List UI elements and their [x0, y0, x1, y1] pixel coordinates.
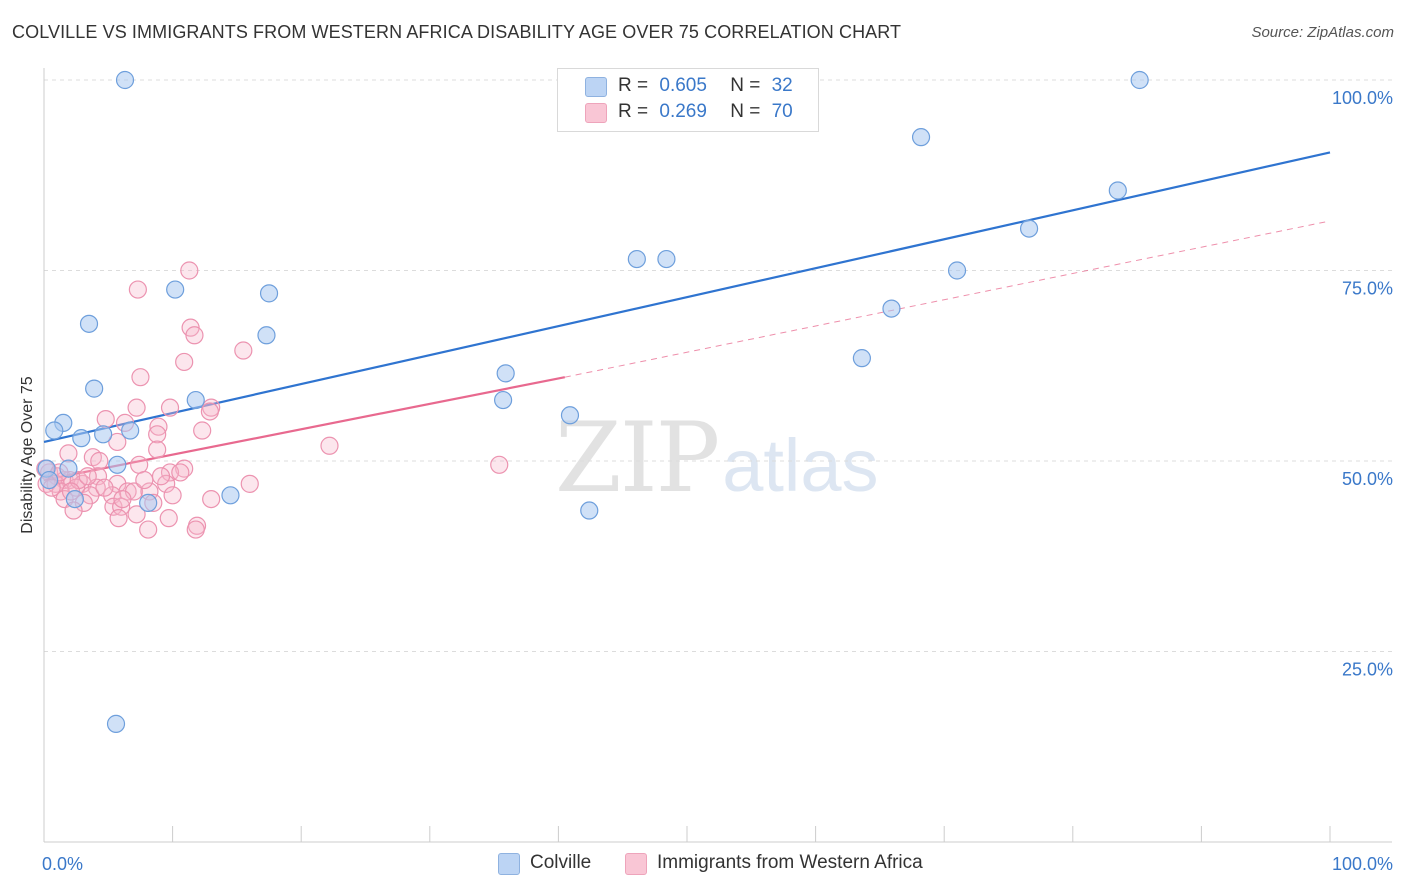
immigrants-point: [175, 352, 194, 372]
grid-layer: [44, 79, 1392, 652]
colville-point: [65, 490, 84, 509]
immigrants-point: [127, 505, 146, 524]
immigrants-point: [160, 398, 180, 417]
immigrants-point: [185, 326, 204, 345]
immigrants-point: [160, 463, 180, 482]
immigrants-point: [180, 261, 199, 280]
immigrants-point: [151, 467, 171, 486]
colville-point: [580, 501, 599, 520]
y-tick-label-100: 100.0%: [1332, 88, 1393, 108]
colville-point: [627, 249, 646, 269]
correlation-legend: R = 0.605 N = 32 R = 0.269 N = 70: [557, 68, 819, 132]
colville-point: [94, 425, 113, 444]
immigrants-point: [108, 432, 127, 452]
immigrants-point: [148, 425, 167, 444]
bottom-legend-label-immigrants: Immigrants from Western Africa: [657, 852, 923, 873]
y-tick-label-50: 50.0%: [1342, 469, 1393, 489]
immigrants-point: [320, 436, 339, 455]
legend-swatch-colville: [585, 77, 607, 97]
immigrants-point: [95, 478, 114, 497]
trendline-colville-solid: [43, 151, 1331, 444]
immigrants-point: [131, 368, 150, 387]
immigrants-point: [159, 509, 178, 528]
immigrants-point: [112, 497, 131, 516]
immigrants-point: [193, 421, 212, 440]
immigrants-point: [490, 455, 509, 474]
immigrants-point: [200, 402, 219, 421]
colville-point: [496, 364, 515, 383]
bottom-legend-swatch-immigrants: [625, 853, 647, 875]
colville-point: [106, 714, 126, 733]
colville-point: [257, 326, 276, 345]
trend-layer: [43, 151, 1331, 482]
labels-layer: 25.0% 50.0% 75.0% 100.0% 0.0% 100.0%: [42, 88, 1393, 874]
colville-point: [911, 128, 931, 147]
immigrants-point: [149, 417, 168, 436]
immigrants-point: [202, 490, 221, 509]
legend-r-value-colville: 0.605: [659, 75, 707, 96]
colville-point: [85, 379, 104, 398]
colville-point: [108, 455, 127, 474]
immigrants-point: [139, 520, 158, 539]
immigrants-point: [163, 486, 182, 505]
colville-point: [1019, 219, 1039, 238]
colville-point: [166, 280, 185, 299]
colville-point: [259, 284, 279, 303]
colville-point: [40, 470, 59, 490]
colville-point: [852, 349, 871, 368]
colville-point: [1108, 181, 1127, 200]
colville-point: [560, 406, 580, 425]
legend-n-value-immigrants: 70: [771, 101, 793, 122]
immigrants-point: [186, 520, 205, 539]
colville-point: [882, 299, 901, 318]
immigrants-point: [240, 474, 259, 493]
colville-point: [494, 390, 513, 410]
immigrants-point: [171, 463, 190, 482]
legend-n-label: N =: [730, 101, 761, 122]
colville-point: [139, 493, 158, 513]
legend-n-label: N =: [730, 75, 761, 96]
colville-point: [221, 486, 240, 505]
y-tick-label-25: 25.0%: [1342, 660, 1393, 680]
y-tick-label-75: 75.0%: [1342, 279, 1393, 299]
trendline-immigrants-dashed: [564, 220, 1331, 378]
source-label: Source: ZipAtlas.com: [1251, 24, 1394, 41]
colville-point: [657, 249, 676, 269]
colville-point: [59, 459, 78, 478]
colville-point: [947, 261, 967, 280]
colville-point: [79, 314, 99, 333]
chart-title: COLVILLE VS IMMIGRANTS FROM WESTERN AFRI…: [12, 22, 902, 42]
legend-swatch-immigrants: [585, 103, 607, 123]
bottom-legend-swatch-colville: [498, 853, 520, 875]
immigrants-point: [113, 490, 132, 509]
legend-r-label: R =: [618, 101, 649, 122]
colville-point: [186, 390, 205, 410]
legend-r-label: R =: [618, 75, 649, 96]
immigrants-point: [90, 451, 109, 471]
immigrants-point: [234, 341, 253, 360]
immigrants-point: [96, 409, 115, 429]
x-tick-label-100: 100.0%: [1332, 854, 1393, 874]
colville-point: [1130, 70, 1149, 90]
axis-layer: [43, 68, 1392, 843]
immigrants-point: [109, 509, 128, 528]
colville-point: [121, 421, 140, 440]
bottom-legend-label-colville: Colville: [530, 852, 592, 873]
immigrants-point: [128, 280, 147, 299]
immigrants-point: [135, 470, 154, 490]
immigrants-point: [78, 467, 97, 486]
immigrants-point: [127, 398, 146, 417]
immigrants-point: [148, 440, 167, 459]
x-tick-label-0: 0.0%: [42, 854, 83, 874]
immigrants-point: [59, 444, 78, 463]
legend-n-value-colville: 32: [771, 75, 793, 96]
colville-point: [45, 421, 64, 440]
immigrants-point: [130, 455, 149, 474]
points-layer: [36, 70, 1149, 733]
colville-point: [72, 429, 91, 448]
legend-r-value-immigrants: 0.269: [659, 101, 707, 122]
colville-point: [115, 70, 135, 90]
